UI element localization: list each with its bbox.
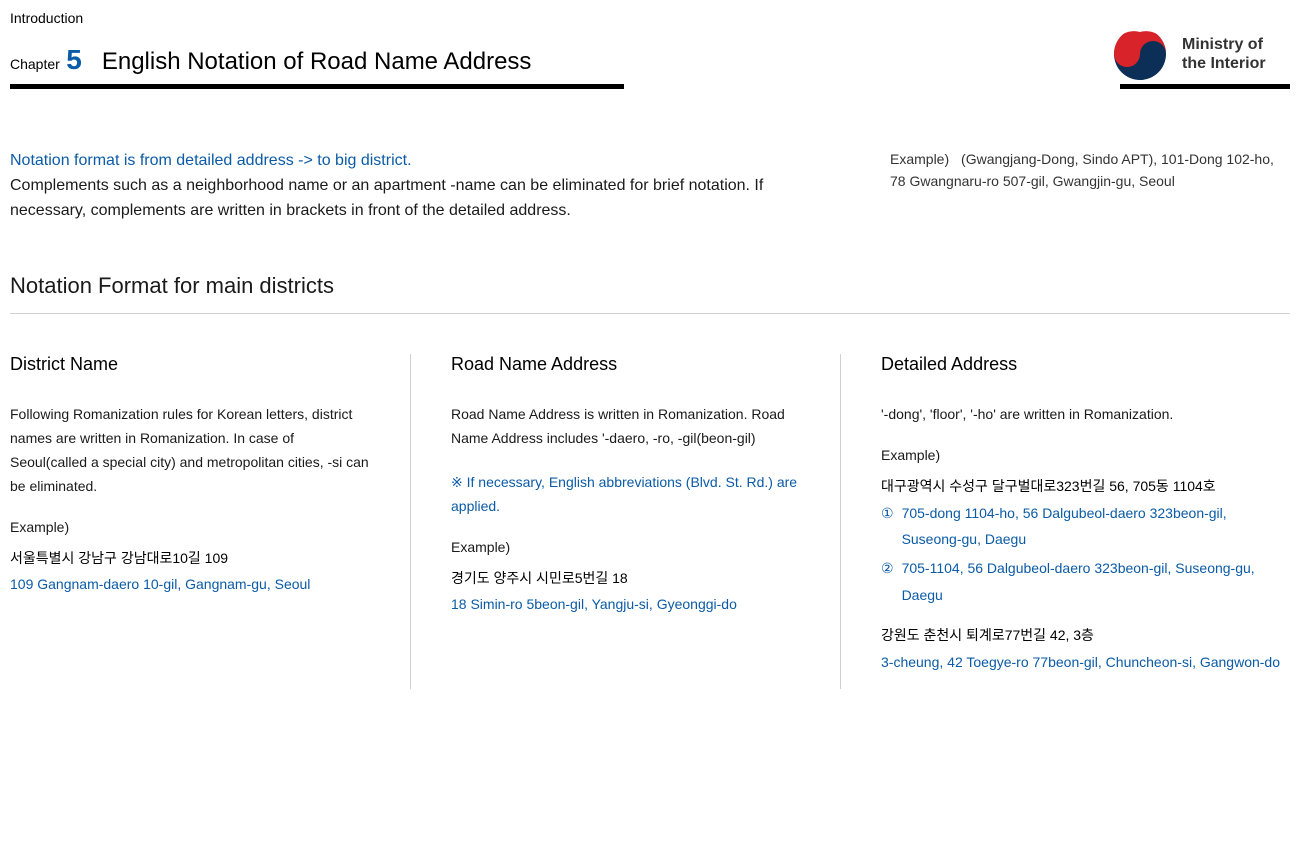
chapter-title: English Notation of Road Name Address xyxy=(102,48,532,76)
col2-title: Road Name Address xyxy=(451,354,800,375)
ministry-line2: the Interior xyxy=(1182,54,1266,73)
column-detailed-address: Detailed Address '-dong', 'floor', '-ho'… xyxy=(840,354,1290,689)
column-district-name: District Name Following Romanization rul… xyxy=(10,354,410,689)
section-divider xyxy=(10,313,1290,314)
col1-roman: 109 Gangnam-daero 10-gil, Gangnam-gu, Se… xyxy=(10,571,370,598)
col3-body: '-dong', 'floor', '-ho' are written in R… xyxy=(881,403,1290,427)
chapter-line: Chapter 5 English Notation of Road Name … xyxy=(10,44,1110,76)
section-title: Notation Format for main districts xyxy=(10,273,1290,299)
col3-example-label: Example) xyxy=(881,447,1290,463)
ministry-logo: Ministry of the Interior xyxy=(1110,24,1290,84)
ministry-name: Ministry of the Interior xyxy=(1182,35,1266,73)
chapter-label: Chapter xyxy=(10,56,60,72)
col3-title: Detailed Address xyxy=(881,354,1290,375)
col3-ex1-roman2: 705-1104, 56 Dalgubeol-daero 323beon-gil… xyxy=(902,555,1290,608)
col3-ex1-opt2: ② 705-1104, 56 Dalgubeol-daero 323beon-g… xyxy=(881,555,1290,608)
chapter-underline xyxy=(10,84,624,89)
col2-note: ※ If necessary, English abbreviations (B… xyxy=(451,471,800,519)
circled-1-icon: ① xyxy=(881,500,894,553)
col2-example-label: Example) xyxy=(451,539,800,555)
intro-body: Complements such as a neighborhood name … xyxy=(10,174,810,224)
col2-body: Road Name Address is written in Romaniza… xyxy=(451,403,800,451)
header: Introduction Chapter 5 English Notation … xyxy=(10,10,1290,149)
col3-ex1-korean: 대구광역시 수성구 달구벌대로323번길 56, 705동 1104호 xyxy=(881,473,1290,500)
column-road-name: Road Name Address Road Name Address is w… xyxy=(410,354,840,689)
columns: District Name Following Romanization rul… xyxy=(10,354,1290,689)
col1-title: District Name xyxy=(10,354,370,375)
col2-korean: 경기도 양주시 시민로5번길 18 xyxy=(451,565,800,592)
logo-underline xyxy=(1120,84,1290,89)
circled-2-icon: ② xyxy=(881,555,894,608)
col3-ex2-korean: 강원도 춘천시 퇴계로77번길 42, 3층 xyxy=(881,622,1290,649)
header-right: Ministry of the Interior xyxy=(1110,10,1290,89)
intro-example: Example) (Gwangjang-Dong, Sindo APT), 10… xyxy=(890,149,1290,223)
col1-example-label: Example) xyxy=(10,519,370,535)
col3-example2: 강원도 춘천시 퇴계로77번길 42, 3층 3-cheung, 42 Toeg… xyxy=(881,622,1290,675)
chapter-number: 5 xyxy=(66,44,82,75)
ministry-line1: Ministry of xyxy=(1182,35,1266,54)
col2-roman: 18 Simin-ro 5beon-gil, Yangju-si, Gyeong… xyxy=(451,591,800,618)
col1-body: Following Romanization rules for Korean … xyxy=(10,403,370,498)
col3-ex1-roman1: 705-dong 1104-ho, 56 Dalgubeol-daero 323… xyxy=(902,500,1290,553)
intro-highlight: Notation format is from detailed address… xyxy=(10,149,810,174)
taegeuk-icon xyxy=(1110,24,1170,84)
col3-ex2-roman: 3-cheung, 42 Toegye-ro 77beon-gil, Chunc… xyxy=(881,649,1290,676)
example-label: Example) xyxy=(890,149,949,171)
header-left: Introduction Chapter 5 English Notation … xyxy=(10,10,1110,149)
intro-section: Notation format is from detailed address… xyxy=(10,149,1290,223)
chapter-prefix: Chapter 5 xyxy=(10,44,82,76)
col3-ex1-opt1: ① 705-dong 1104-ho, 56 Dalgubeol-daero 3… xyxy=(881,500,1290,553)
intro-left: Notation format is from detailed address… xyxy=(10,149,810,223)
introduction-label: Introduction xyxy=(10,10,1110,26)
col3-example1: 대구광역시 수성구 달구벌대로323번길 56, 705동 1104호 ① 70… xyxy=(881,473,1290,608)
col1-korean: 서울특별시 강남구 강남대로10길 109 xyxy=(10,545,370,572)
